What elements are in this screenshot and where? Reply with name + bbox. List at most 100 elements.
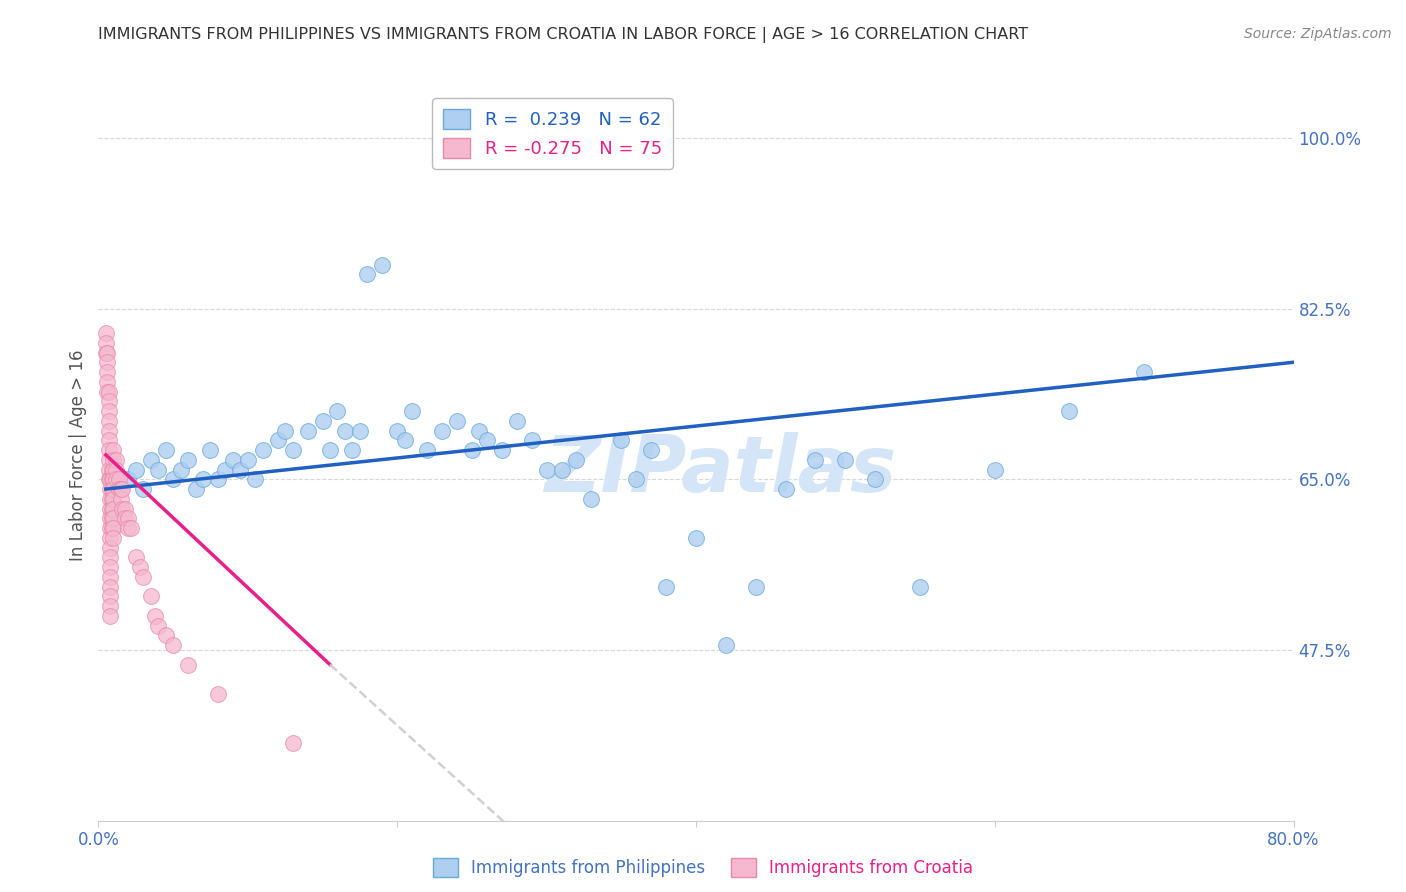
- Point: [745, 580, 768, 594]
- Point: [281, 736, 304, 750]
- Point: [101, 472, 124, 486]
- Point: [97, 434, 120, 448]
- Point: [105, 472, 128, 486]
- Point: [103, 472, 125, 486]
- Point: [103, 452, 125, 467]
- Point: [236, 452, 259, 467]
- Point: [984, 462, 1007, 476]
- Point: [101, 521, 124, 535]
- Point: [117, 472, 139, 486]
- Point: [148, 462, 170, 476]
- Point: [94, 345, 117, 359]
- Point: [207, 472, 229, 486]
- Point: [581, 491, 603, 506]
- Point: [100, 472, 122, 486]
- Point: [446, 414, 468, 428]
- Point: [117, 521, 139, 535]
- Point: [132, 482, 155, 496]
- Point: [385, 424, 409, 438]
- Point: [97, 443, 120, 458]
- Point: [311, 414, 333, 428]
- Point: [319, 443, 342, 458]
- Point: [94, 326, 117, 340]
- Point: [506, 414, 529, 428]
- Point: [114, 511, 136, 525]
- Point: [103, 521, 125, 535]
- Point: [100, 511, 122, 525]
- Point: [111, 501, 134, 516]
- Point: [804, 452, 827, 467]
- Point: [1133, 365, 1156, 379]
- Point: [101, 501, 124, 516]
- Point: [103, 501, 125, 516]
- Point: [191, 472, 214, 486]
- Point: [229, 462, 252, 476]
- Point: [550, 462, 572, 476]
- Point: [184, 482, 207, 496]
- Point: [97, 452, 120, 467]
- Point: [97, 462, 120, 476]
- Point: [685, 531, 707, 545]
- Point: [97, 472, 120, 486]
- Point: [100, 560, 122, 574]
- Point: [103, 511, 125, 525]
- Point: [114, 501, 136, 516]
- Legend: R =  0.239   N = 62, R = -0.275   N = 75: R = 0.239 N = 62, R = -0.275 N = 75: [432, 98, 673, 169]
- Point: [96, 355, 118, 369]
- Point: [105, 462, 128, 476]
- Point: [96, 345, 118, 359]
- Point: [626, 472, 648, 486]
- Point: [475, 434, 498, 448]
- Point: [349, 424, 371, 438]
- Point: [714, 638, 737, 652]
- Point: [100, 501, 122, 516]
- Point: [132, 570, 155, 584]
- Point: [908, 580, 931, 594]
- Point: [394, 434, 416, 448]
- Point: [101, 511, 124, 525]
- Point: [371, 258, 394, 272]
- Point: [200, 443, 222, 458]
- Point: [461, 443, 484, 458]
- Point: [214, 462, 236, 476]
- Point: [117, 511, 139, 525]
- Point: [103, 443, 125, 458]
- Point: [640, 443, 662, 458]
- Point: [94, 335, 117, 350]
- Point: [96, 375, 118, 389]
- Point: [267, 434, 290, 448]
- Point: [100, 482, 122, 496]
- Point: [865, 472, 887, 486]
- Point: [101, 482, 124, 496]
- Point: [169, 462, 191, 476]
- Point: [177, 452, 200, 467]
- Point: [536, 462, 558, 476]
- Point: [655, 580, 678, 594]
- Point: [139, 452, 162, 467]
- Point: [468, 424, 491, 438]
- Point: [610, 434, 633, 448]
- Point: [100, 491, 122, 506]
- Point: [155, 628, 177, 642]
- Point: [103, 482, 125, 496]
- Point: [96, 384, 118, 399]
- Text: Source: ZipAtlas.com: Source: ZipAtlas.com: [1244, 27, 1392, 41]
- Point: [101, 491, 124, 506]
- Point: [401, 404, 423, 418]
- Point: [110, 482, 132, 496]
- Text: IMMIGRANTS FROM PHILIPPINES VS IMMIGRANTS FROM CROATIA IN LABOR FORCE | AGE > 16: IMMIGRANTS FROM PHILIPPINES VS IMMIGRANT…: [98, 27, 1029, 43]
- Point: [162, 638, 184, 652]
- Point: [252, 443, 274, 458]
- Point: [297, 424, 319, 438]
- Point: [155, 443, 177, 458]
- Point: [96, 365, 118, 379]
- Point: [103, 462, 125, 476]
- Point: [129, 560, 152, 574]
- Point: [100, 599, 122, 613]
- Point: [100, 531, 122, 545]
- Point: [125, 550, 148, 565]
- Legend: Immigrants from Philippines, Immigrants from Croatia: Immigrants from Philippines, Immigrants …: [426, 852, 980, 884]
- Point: [139, 590, 162, 604]
- Point: [101, 462, 124, 476]
- Point: [520, 434, 543, 448]
